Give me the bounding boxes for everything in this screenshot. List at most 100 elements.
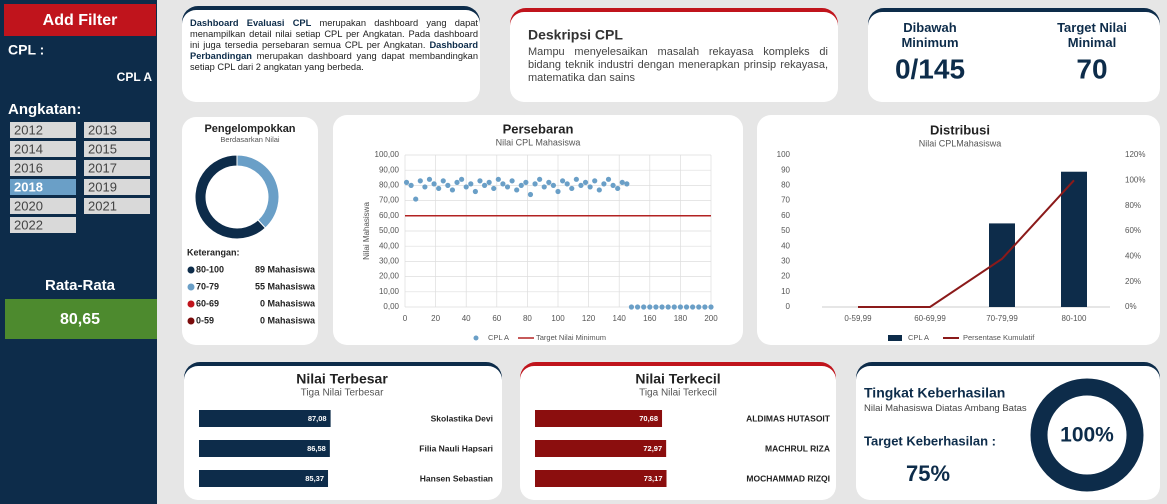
chart-subtitle: Nilai CPLMahasiswa [919, 138, 1002, 148]
scatter-point [696, 304, 702, 310]
scatter-point [459, 176, 465, 182]
x-tick-label: 40 [462, 314, 471, 323]
y-tick-label: 100,00 [375, 150, 400, 159]
dist-card [757, 115, 1160, 345]
y-tick-label: 80 [781, 181, 790, 190]
year-label[interactable]: 2017 [88, 160, 117, 175]
x-tick-label: 100 [551, 314, 565, 323]
year-label[interactable]: 2019 [88, 179, 117, 194]
year-label[interactable]: 2016 [14, 160, 43, 175]
scatter-point [436, 185, 442, 192]
scatter-point [665, 304, 671, 310]
bar [199, 410, 331, 427]
legend-label: Persentase Kumulatif [963, 333, 1035, 342]
y-tick-label: 90 [781, 165, 790, 174]
success-ring-label: 100% [1060, 424, 1114, 447]
scatter-point [683, 304, 690, 310]
legend-label: Target Nilai Minimum [536, 333, 606, 342]
x-tick-label: 60 [492, 314, 501, 323]
legend-label: CPL A [908, 333, 929, 342]
kpi-label-body: Dibawah Minimum [878, 20, 982, 56]
year-button[interactable] [10, 198, 76, 214]
scatter-point [541, 184, 547, 190]
y2-tick-label: 120% [1125, 150, 1145, 159]
year-label[interactable]: 2020 [14, 198, 43, 213]
year-button[interactable] [84, 122, 150, 138]
year-button[interactable] [10, 141, 76, 157]
y-tick-label: 100 [777, 150, 791, 159]
y-tick-label: 70 [781, 196, 790, 205]
scatter-point [527, 191, 534, 198]
bar-category-label: Skolastika Devi [431, 413, 493, 423]
scatter-point [690, 304, 696, 310]
intro-card [182, 10, 480, 102]
legend-value: 55 Mahasiswa [255, 281, 316, 291]
year-label[interactable]: 2021 [88, 198, 117, 213]
scatter-point [559, 178, 566, 184]
y-tick-label: 70,00 [379, 196, 400, 205]
y-tick-label: 50,00 [379, 226, 400, 235]
bar-value-label: 87,08 [308, 414, 327, 423]
year-label[interactable]: 2018 [14, 179, 43, 194]
intro-part: Dashboard Evaluasi CPL [190, 18, 312, 28]
x-tick-label: 140 [613, 314, 627, 323]
y-tick-label: 40 [781, 241, 790, 250]
scatter-point [587, 184, 593, 190]
chart-title: Distribusi [930, 122, 990, 137]
year-button[interactable] [84, 160, 150, 176]
bar [535, 410, 663, 427]
x-tick-label: 120 [582, 314, 596, 323]
year-button[interactable] [10, 122, 76, 138]
scatter-point [641, 304, 647, 310]
x-tick-label: 80 [523, 314, 532, 323]
kpi-label-text: Dibawah Minimum [901, 20, 959, 50]
chart-title: Nilai Terbesar [296, 371, 388, 387]
year-label[interactable]: 2012 [14, 122, 43, 137]
bar [1061, 171, 1087, 307]
target-label: Target Keberhasilan : [864, 433, 996, 448]
chart-subtitle: Tiga Nilai Terkecil [639, 388, 717, 399]
year-button[interactable] [10, 217, 76, 233]
intro-part: Dashboard Perbandingan [190, 40, 478, 61]
y2-tick-label: 40% [1125, 251, 1141, 260]
low-card [520, 366, 836, 500]
scatter-point [477, 178, 483, 184]
bar [199, 470, 329, 487]
year-button[interactable] [10, 179, 76, 195]
bar-category-label: Filia Nauli Hapsari [419, 443, 493, 453]
scatter-point [671, 304, 677, 310]
year-button[interactable] [10, 160, 76, 176]
scatter-point [417, 178, 423, 184]
year-label[interactable]: 2022 [14, 217, 43, 232]
success-subtitle-text: Nilai Mahasiswa Diatas Ambang Batas [864, 403, 1027, 414]
year-label[interactable]: 2014 [14, 141, 43, 156]
scatter-point [628, 304, 635, 310]
success-title: Tingkat Keberhasilan [864, 385, 1005, 401]
scatter-point [486, 179, 492, 185]
scatter-point [408, 182, 414, 188]
line [858, 179, 1075, 308]
filter-title: Add Filter [43, 12, 118, 29]
y2-tick-label: 60% [1125, 226, 1141, 235]
y2-tick-label: 100% [1125, 175, 1145, 184]
y-tick-label: 80,00 [379, 181, 400, 190]
y-tick-label: 30,00 [379, 257, 400, 266]
chart-title: Nilai Terkecil [635, 371, 720, 387]
x-tick-label: 20 [431, 314, 440, 323]
y-tick-label: 90,00 [379, 165, 400, 174]
x-tick-label: 80-100 [1062, 314, 1087, 323]
scatter-point [578, 182, 584, 188]
chart-title: Pengelompokkan [204, 123, 295, 135]
year-label[interactable]: 2015 [88, 141, 117, 156]
year-button[interactable] [84, 179, 150, 195]
y2-tick-label: 0% [1125, 302, 1137, 311]
scatter-point [468, 181, 474, 187]
kpi-card [868, 12, 1160, 102]
year-label[interactable]: 2013 [88, 122, 117, 137]
scatter-point [610, 182, 616, 188]
year-button[interactable] [84, 198, 150, 214]
scatter-point [514, 187, 520, 193]
bar-value-label: 73,17 [644, 474, 663, 483]
cpl-value[interactable]: CPL A [117, 70, 153, 84]
year-button[interactable] [84, 141, 150, 157]
